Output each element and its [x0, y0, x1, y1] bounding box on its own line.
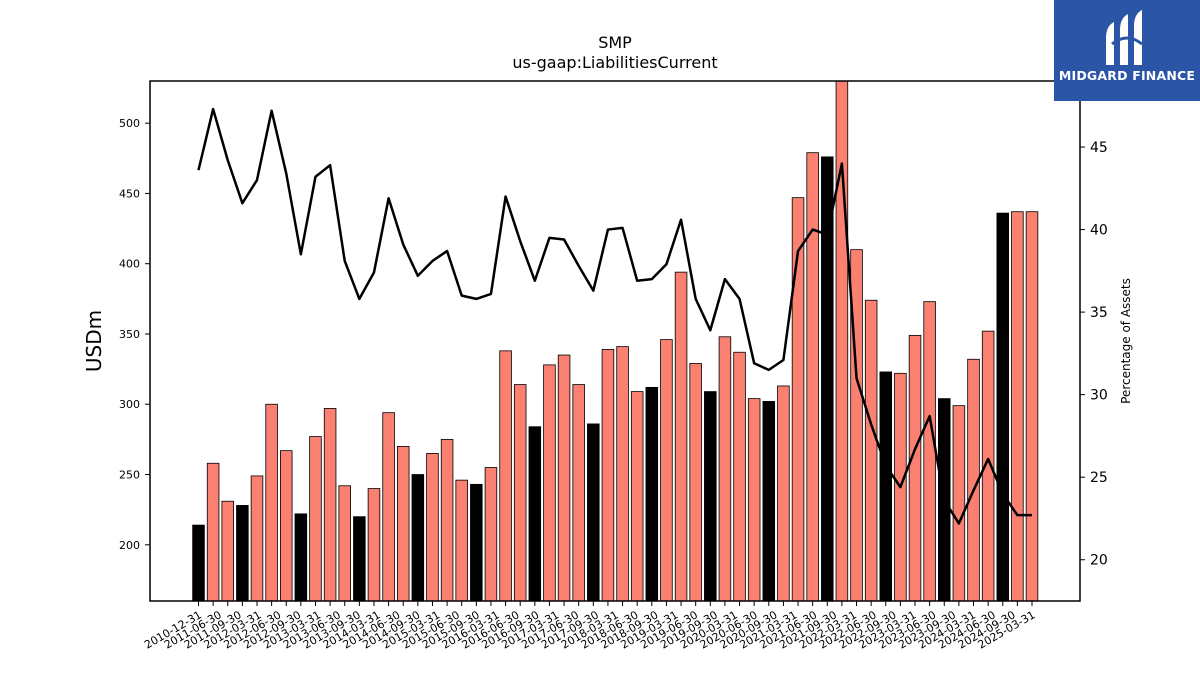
logo-badge: MIDGARD FINANCE: [1054, 0, 1200, 101]
bar-2018-09-30: [645, 386, 659, 602]
bar-2018-12-31: [660, 339, 673, 602]
bar-2014-09-30: [411, 474, 425, 602]
bar-2020-03-31: [733, 351, 746, 602]
bar-2024-09-30: [996, 212, 1010, 602]
bar-2022-06-30: [864, 299, 878, 602]
bar-2024-12-31: [1011, 211, 1024, 602]
bar-2013-06-30: [338, 485, 351, 602]
bar-2019-09-30: [704, 391, 717, 602]
y2-tick-label: 20: [1090, 553, 1108, 569]
y-tick-label: 400: [119, 258, 140, 271]
bar-2021-09-30: [821, 156, 834, 602]
bar-2014-03-31: [382, 412, 395, 602]
bar-2016-09-30: [528, 426, 542, 602]
y2-tick-label: 45: [1090, 140, 1108, 156]
bar-2015-06-30: [455, 479, 468, 602]
bar-2018-03-31: [616, 346, 629, 602]
bar-2017-12-31: [601, 349, 615, 602]
bar-2012-03-31: [265, 403, 278, 602]
chart-title: SMP: [598, 33, 632, 52]
bar-2020-12-31: [777, 385, 790, 602]
y2-tick-label: 35: [1090, 305, 1108, 321]
y-tick-label: 300: [119, 398, 140, 411]
midgard-logo-icon: [1106, 10, 1143, 65]
y2-tick-label: 40: [1090, 223, 1108, 239]
right-axis-ticks: 20 25 30 35 40 45: [1080, 140, 1108, 569]
bar-2023-03-31: [908, 334, 922, 602]
bar-2017-06-30: [572, 384, 585, 602]
bar-2015-12-31: [484, 467, 498, 602]
percentage-line: [197, 107, 1032, 525]
left-axis-ticks: 200 250 300 350 400 450 500: [119, 117, 150, 552]
bar-2012-06-30: [279, 450, 293, 602]
bar-2011-03-31: [206, 462, 220, 602]
bar-2018-06-30: [630, 391, 644, 602]
bar-2016-06-30: [513, 384, 527, 602]
bar-2011-12-31: [250, 475, 264, 602]
bar-2020-09-30: [762, 401, 776, 602]
y-tick-label: 200: [119, 539, 140, 552]
bar-2010-12-31: [192, 524, 205, 602]
plot-frame: [149, 80, 1081, 602]
y-axis-label: USDm: [82, 310, 106, 372]
bar-2012-09-30: [294, 513, 308, 602]
bar-2013-09-30: [353, 516, 366, 602]
bar-2019-06-30: [689, 363, 702, 602]
bar-2016-03-31: [499, 350, 512, 602]
bar-2011-06-30: [221, 500, 234, 602]
bar-2012-12-31: [309, 436, 322, 602]
bar-2019-03-31: [674, 271, 688, 602]
logo-text: MIDGARD FINANCE: [1058, 68, 1196, 83]
bar-2014-12-31: [426, 453, 439, 602]
y-tick-label: 450: [119, 187, 140, 200]
bar-2013-12-31: [367, 488, 381, 602]
bars-layer: [192, 80, 1039, 602]
chart-subtitle: us-gaap:LiabilitiesCurrent: [512, 53, 717, 72]
y-tick-label: 250: [119, 469, 140, 482]
bar-2021-12-31: [835, 80, 849, 602]
bar-2019-12-31: [718, 336, 732, 602]
bar-2015-03-31: [440, 438, 454, 602]
bar-2017-09-30: [587, 423, 600, 602]
bar-2020-06-30: [747, 398, 761, 602]
bar-2016-12-31: [543, 364, 556, 602]
y2-axis-label: Percentage of Assets: [1119, 278, 1133, 404]
y-tick-label: 500: [119, 117, 140, 130]
bar-2015-09-30: [470, 483, 483, 602]
bar-2013-03-31: [323, 408, 337, 602]
bar-2023-06-30: [923, 301, 936, 602]
bar-2011-09-30: [236, 505, 249, 602]
bar-2023-12-31: [952, 405, 966, 602]
y2-tick-label: 25: [1090, 470, 1108, 486]
bar-2017-03-31: [557, 354, 571, 602]
bar-2025-03-31: [1025, 211, 1039, 602]
bar-2014-06-30: [396, 446, 410, 602]
bar-2022-09-30: [879, 371, 893, 602]
line-layer: [197, 107, 1032, 525]
bar-2021-06-30: [806, 152, 819, 602]
y2-tick-label: 30: [1090, 388, 1108, 404]
x-axis-ticks: 2010-12-312011-06-302011-09-302012-03-31…: [142, 601, 1038, 652]
y-tick-label: 350: [119, 328, 140, 341]
